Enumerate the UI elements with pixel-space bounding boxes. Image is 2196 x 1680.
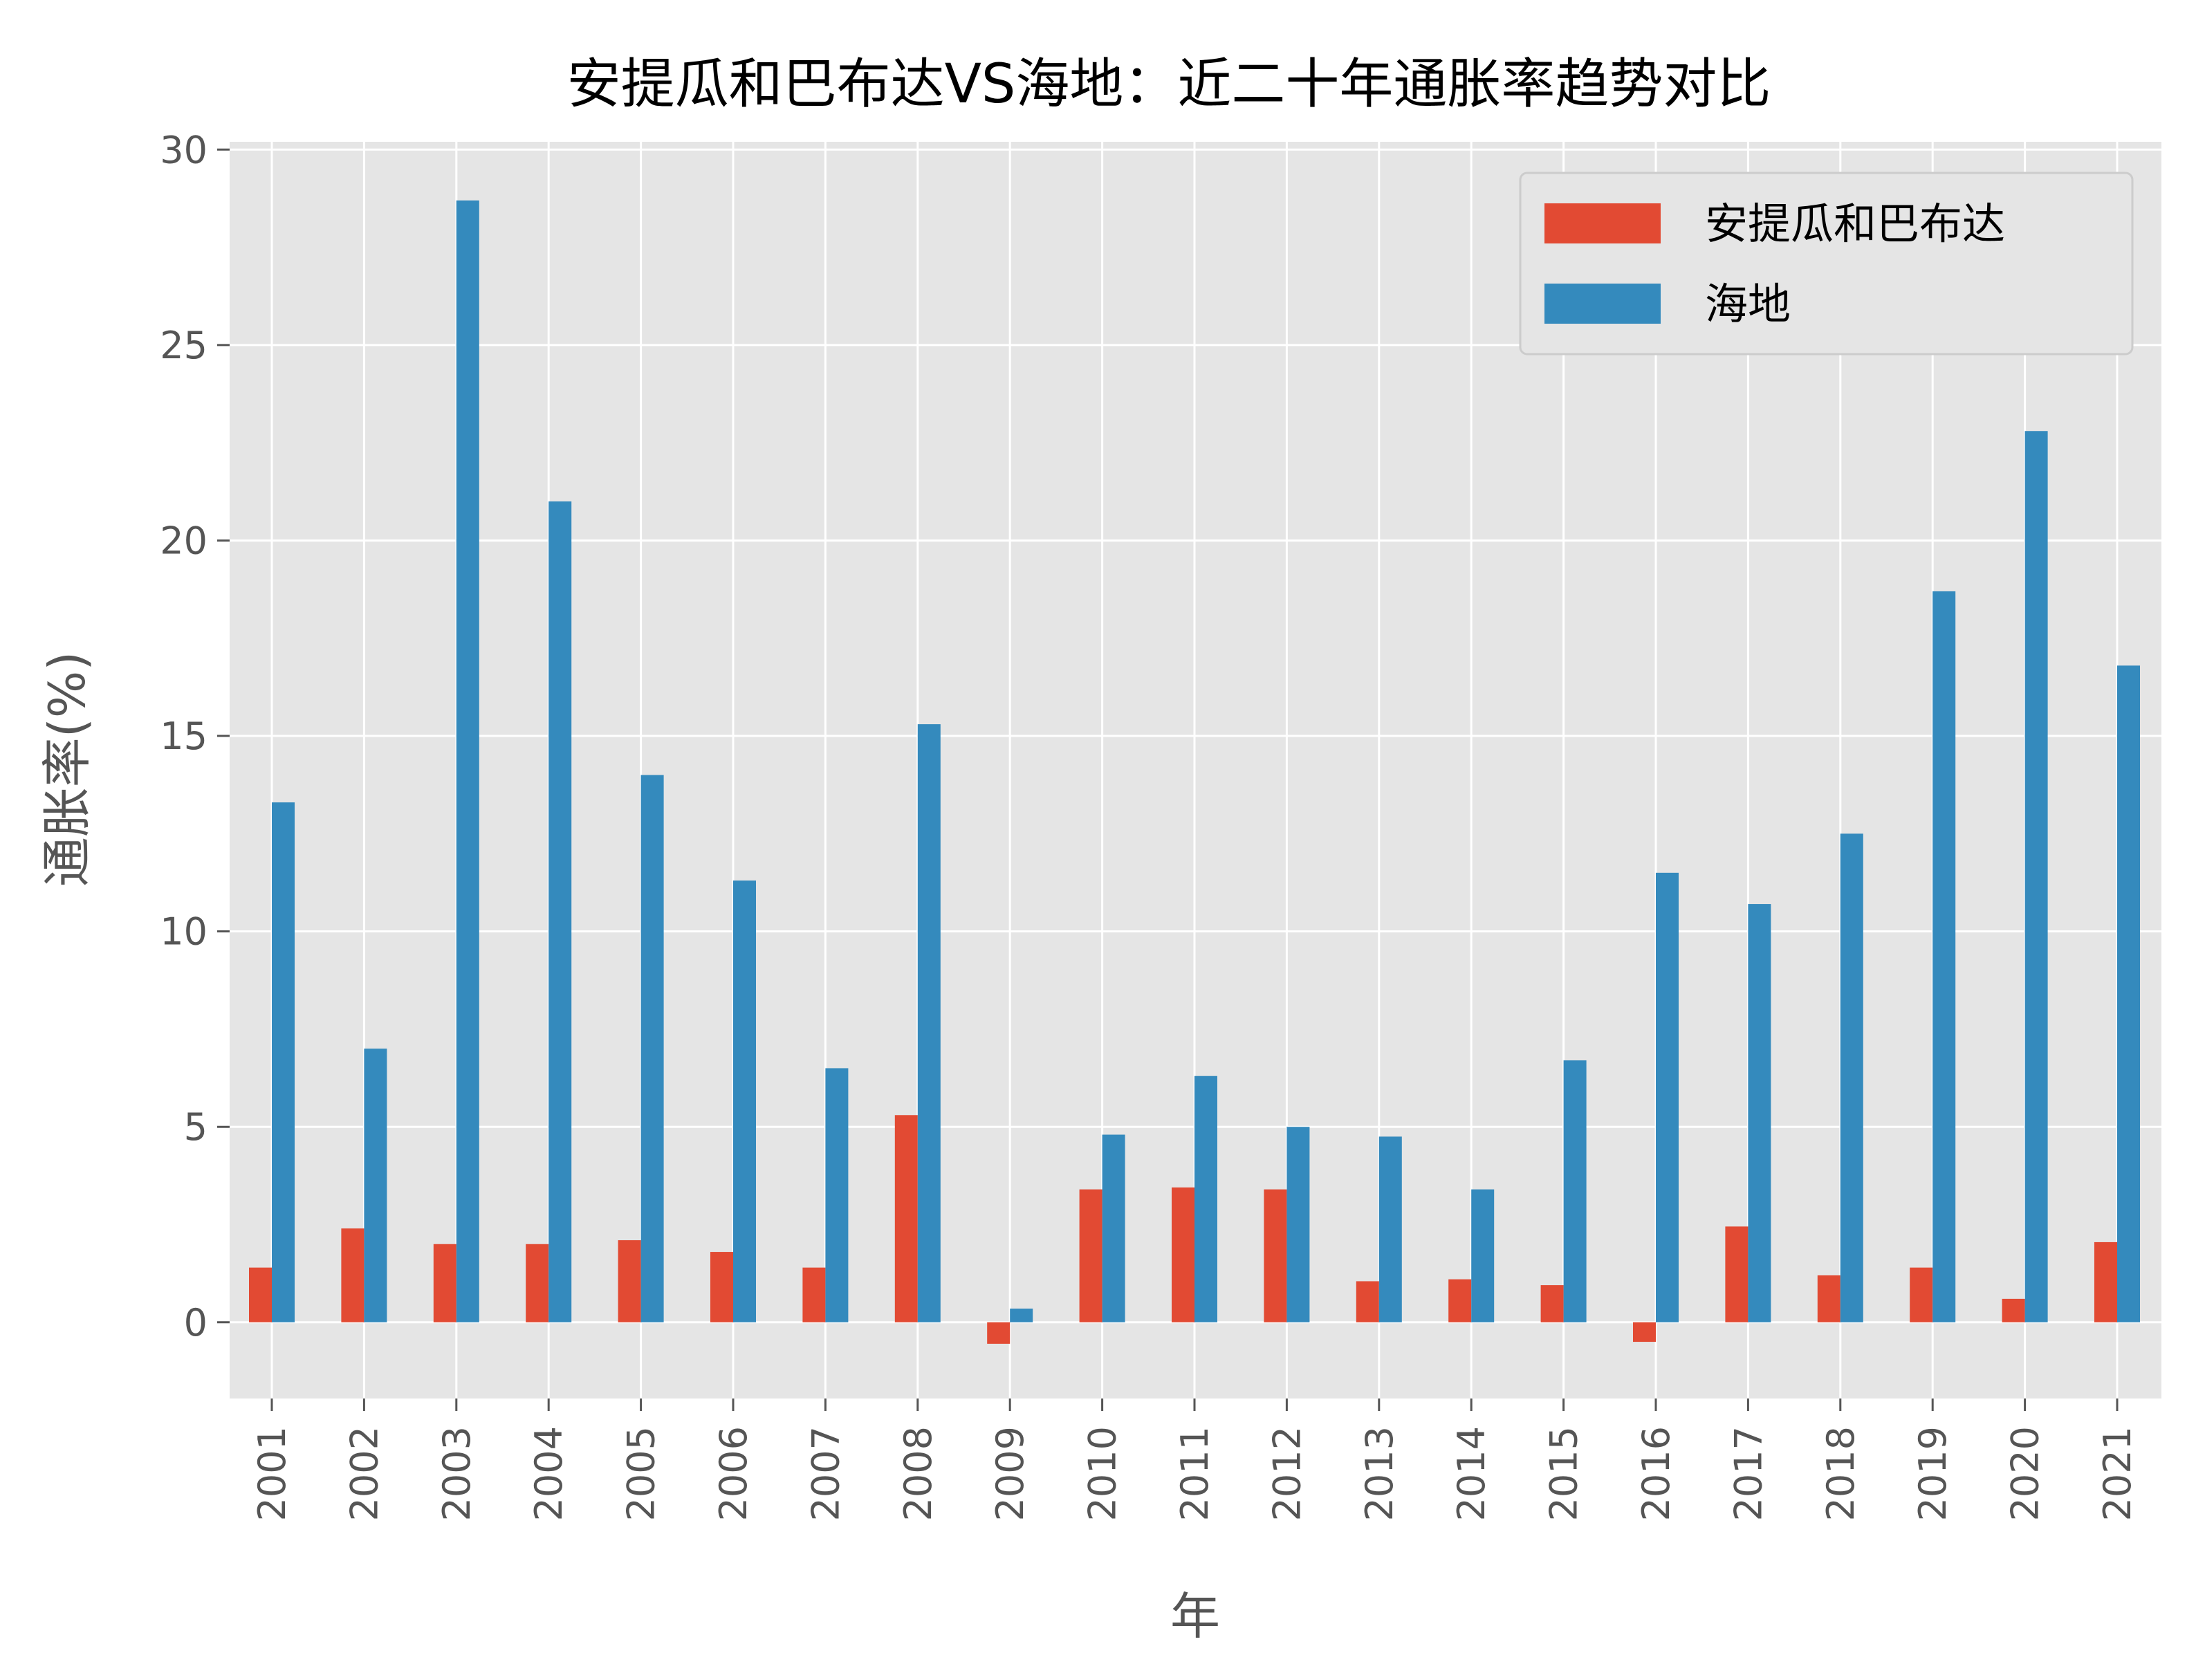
bar-haiti-2006 <box>733 880 756 1322</box>
legend-label-antigua: 安提瓜和巴布达 <box>1705 199 2005 249</box>
x-tick-label: 2018 <box>1819 1426 1863 1521</box>
x-tick-label: 2015 <box>1542 1426 1586 1521</box>
bar-antigua-2008 <box>894 1115 918 1322</box>
x-tick-label: 2008 <box>896 1426 940 1521</box>
bar-antigua-2020 <box>2002 1298 2025 1322</box>
bar-antigua-2019 <box>1910 1267 1933 1322</box>
x-tick-label: 2007 <box>804 1426 847 1521</box>
bar-antigua-2017 <box>1725 1226 1749 1322</box>
x-tick-label: 2016 <box>1634 1426 1678 1521</box>
bar-antigua-2018 <box>1817 1275 1840 1322</box>
bar-haiti-2014 <box>1471 1189 1495 1322</box>
bar-haiti-2002 <box>364 1049 387 1322</box>
y-tick-label: 30 <box>160 128 207 172</box>
bar-haiti-2016 <box>1656 872 1679 1322</box>
bars <box>249 200 2140 1344</box>
bar-haiti-2008 <box>917 724 941 1322</box>
bar-haiti-2012 <box>1286 1127 1310 1322</box>
x-tick-label: 2017 <box>1726 1426 1770 1521</box>
x-tick-label: 2020 <box>2004 1426 2047 1521</box>
legend-label-haiti: 海地 <box>1705 279 1791 329</box>
x-tick-label: 2010 <box>1081 1426 1125 1521</box>
bar-antigua-2011 <box>1172 1187 1194 1322</box>
bar-haiti-2010 <box>1102 1134 1125 1322</box>
x-tick-label: 2006 <box>712 1426 755 1521</box>
y-tick-label: 0 <box>184 1301 207 1345</box>
x-tick-label: 2014 <box>1450 1426 1493 1521</box>
bar-antigua-2006 <box>710 1252 733 1322</box>
x-tick-label: 2019 <box>1911 1426 1955 1521</box>
bar-antigua-2004 <box>526 1244 549 1322</box>
x-tick-label: 2009 <box>988 1426 1032 1521</box>
x-tick-label: 2003 <box>435 1426 479 1521</box>
chart-title: 安提瓜和巴布达VS海地：近二十年通胀率趋势对比 <box>567 53 1771 116</box>
y-tick-label: 10 <box>160 910 207 954</box>
bar-haiti-2004 <box>548 501 572 1322</box>
x-tick-label: 2012 <box>1265 1426 1309 1521</box>
x-tick-label: 2013 <box>1358 1426 1401 1521</box>
y-tick-label: 20 <box>160 519 207 562</box>
y-axis: 0 5 10 15 20 25 30 <box>160 128 230 1345</box>
x-tick-label: 2001 <box>250 1426 294 1521</box>
bar-antigua-2003 <box>433 1244 456 1322</box>
bar-haiti-2018 <box>1840 833 1863 1322</box>
bar-haiti-2013 <box>1378 1136 1402 1322</box>
bar-antigua-2007 <box>802 1267 826 1322</box>
x-tick-label: 2004 <box>527 1426 571 1521</box>
bar-antigua-2010 <box>1079 1189 1102 1322</box>
y-tick-label: 25 <box>160 324 207 367</box>
bar-haiti-2019 <box>1932 591 1956 1322</box>
legend: 安提瓜和巴布达 海地 <box>1519 172 2134 356</box>
bar-antigua-2009 <box>987 1322 1011 1344</box>
y-tick-label: 5 <box>184 1105 207 1149</box>
x-tick-label: 2002 <box>342 1426 386 1521</box>
bar-haiti-2005 <box>640 775 664 1322</box>
x-tick-label: 2021 <box>2096 1426 2139 1521</box>
legend-box <box>1519 172 2134 356</box>
bar-antigua-2012 <box>1264 1189 1287 1322</box>
bar-antigua-2001 <box>249 1267 272 1322</box>
bar-haiti-2011 <box>1194 1076 1217 1322</box>
y-tick-label: 15 <box>160 714 207 758</box>
bar-haiti-2009 <box>1010 1309 1033 1322</box>
bar-haiti-2021 <box>2117 665 2140 1322</box>
bar-antigua-2005 <box>618 1240 641 1322</box>
bar-antigua-2013 <box>1356 1281 1379 1322</box>
y-axis-label: 通胀率(%) <box>38 652 96 887</box>
bar-haiti-2003 <box>456 200 479 1322</box>
bar-antigua-2014 <box>1448 1279 1472 1322</box>
bar-haiti-2007 <box>825 1068 849 1322</box>
bar-haiti-2017 <box>1748 904 1771 1322</box>
bar-antigua-2015 <box>1540 1285 1564 1322</box>
bar-antigua-2021 <box>2094 1241 2117 1322</box>
legend-swatch-antigua <box>1544 203 1661 243</box>
bar-haiti-2001 <box>272 802 295 1322</box>
bar-antigua-2016 <box>1633 1322 1656 1342</box>
bar-haiti-2020 <box>2024 431 2048 1322</box>
bar-antigua-2002 <box>341 1228 365 1322</box>
legend-swatch-haiti <box>1544 284 1661 324</box>
x-tick-label: 2011 <box>1173 1426 1217 1521</box>
x-axis-label: 年 <box>1170 1587 1220 1645</box>
bar-haiti-2015 <box>1563 1060 1587 1322</box>
x-tick-label: 2005 <box>620 1426 663 1521</box>
x-axis: 2001 2002 2003 2004 2005 2006 2007 2008 2009 2010… <box>250 1399 2139 1521</box>
